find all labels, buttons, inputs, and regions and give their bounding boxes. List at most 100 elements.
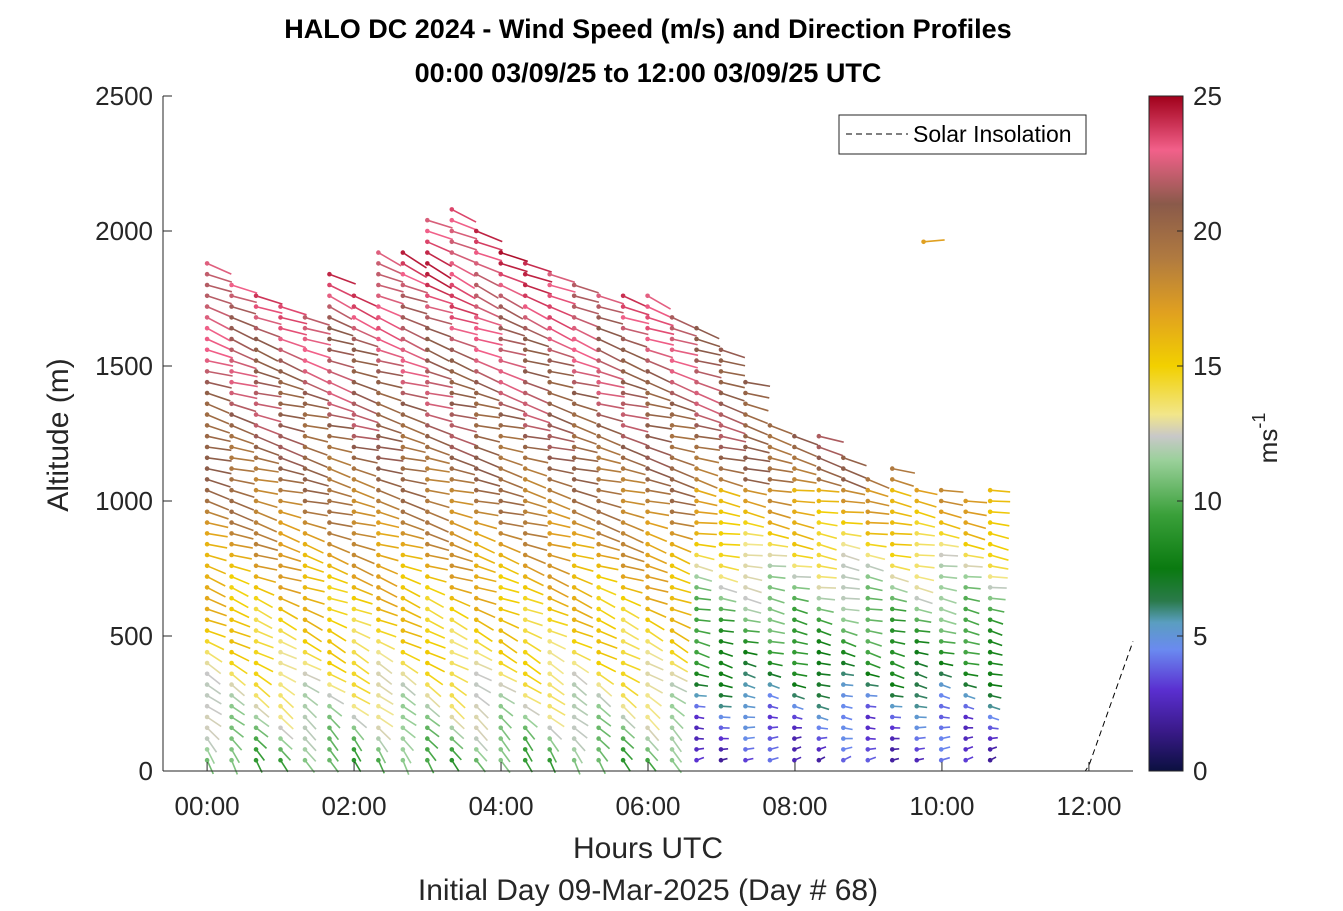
wind-barb-shaft — [402, 327, 427, 341]
wind-barb-shaft — [280, 511, 302, 519]
wind-barb-shaft — [378, 305, 404, 318]
wind-barb-shaft — [280, 608, 299, 620]
wind-barb-head — [302, 315, 308, 320]
wind-barb-head — [351, 347, 357, 353]
wind-barb — [694, 325, 720, 340]
wind-barb-head — [816, 595, 822, 601]
wind-barb-head — [376, 304, 381, 309]
wind-barb — [425, 595, 445, 608]
wind-barb — [253, 585, 275, 596]
wind-barb-shaft — [941, 554, 959, 557]
wind-barb — [816, 574, 837, 579]
wind-barb-head — [473, 747, 479, 752]
wind-barb-head — [253, 466, 259, 471]
wind-barb — [767, 756, 779, 763]
wind-barb — [645, 390, 671, 402]
wind-barb-shaft — [843, 640, 857, 648]
wind-barb-shaft — [941, 586, 957, 592]
wind-barb-head — [327, 541, 332, 547]
wind-barb-head — [889, 466, 895, 471]
wind-barb — [718, 433, 747, 443]
wind-barb — [963, 671, 979, 677]
wind-barb-head — [596, 412, 601, 417]
wind-barb — [253, 617, 273, 630]
wind-barb — [792, 639, 808, 646]
wind-barb — [767, 703, 779, 710]
wind-barb-head — [400, 401, 406, 407]
wind-barb-head — [498, 293, 504, 299]
wind-barb — [278, 628, 297, 641]
wind-barb-shaft — [696, 586, 712, 592]
wind-barb-shaft — [353, 295, 380, 309]
wind-barb-shaft — [622, 705, 636, 720]
wind-barb — [767, 520, 790, 530]
wind-barb-head — [645, 315, 650, 320]
wind-barb — [792, 671, 808, 677]
wind-barb — [473, 531, 496, 543]
wind-barb-shaft — [573, 597, 593, 609]
wind-barb-shaft — [647, 446, 672, 457]
wind-barb — [425, 520, 449, 533]
wind-barb-head — [669, 585, 675, 590]
wind-barb-head — [278, 552, 283, 558]
wind-barb-head — [620, 509, 626, 515]
wind-barb — [302, 660, 322, 671]
wind-barb-shaft — [940, 511, 962, 519]
wind-barb-head — [938, 693, 944, 698]
wind-barb-head — [522, 563, 528, 569]
wind-barb-head — [278, 736, 283, 741]
wind-barb-head — [963, 498, 968, 504]
wind-barb — [620, 725, 636, 739]
wind-barb-head — [816, 649, 822, 655]
wind-barb-shaft — [206, 349, 233, 359]
wind-barb-head — [376, 455, 381, 461]
wind-barb-shaft — [206, 705, 223, 716]
wind-barb-shaft — [451, 597, 471, 607]
wind-barb-head — [767, 520, 773, 525]
wind-barb-shaft — [745, 413, 769, 425]
wind-barb-shaft — [426, 597, 445, 608]
wind-barb-shaft — [329, 586, 348, 594]
wind-barb — [743, 747, 755, 752]
wind-barb-shaft — [549, 554, 571, 562]
wind-barb-head — [963, 509, 968, 515]
wind-barb-shaft — [843, 586, 860, 590]
wind-barb-head — [351, 693, 357, 698]
wind-barb-shaft — [500, 640, 518, 654]
wind-barb-head — [449, 293, 455, 299]
wind-barb-shaft — [500, 446, 524, 454]
wind-barb-shaft — [500, 565, 519, 575]
wind-barb-shaft — [329, 629, 347, 642]
wind-barb-head — [841, 552, 846, 558]
wind-barb — [376, 293, 404, 305]
wind-barb-shaft — [206, 500, 230, 511]
wind-barb — [351, 444, 379, 452]
wind-barb-head — [498, 423, 504, 428]
wind-barb-shaft — [255, 424, 281, 436]
wind-barb — [351, 531, 377, 539]
wind-barb-head — [938, 671, 944, 677]
wind-barb — [327, 585, 348, 594]
wind-barb — [767, 714, 778, 720]
wind-barb-shaft — [941, 640, 956, 644]
wind-barb — [718, 649, 734, 657]
wind-barb-head — [351, 315, 357, 320]
wind-barb-shaft — [353, 716, 368, 729]
wind-barb-shaft — [475, 359, 501, 372]
wind-barb-shaft — [353, 478, 376, 489]
wind-barb — [400, 671, 417, 686]
wind-barb-head — [963, 606, 968, 612]
wind-barb-head — [376, 293, 381, 299]
wind-barb-shaft — [990, 489, 1011, 493]
wind-barb — [547, 563, 570, 575]
wind-barb-head — [204, 293, 210, 299]
wind-barb — [596, 412, 624, 423]
wind-barb-shaft — [231, 629, 251, 638]
wind-barb-shaft — [427, 403, 454, 410]
wind-barb-head — [498, 671, 504, 677]
wind-barb — [547, 520, 571, 529]
wind-barb-head — [865, 714, 871, 720]
wind-barb-head — [400, 390, 406, 396]
wind-barb-head — [400, 541, 406, 547]
wind-barb-head — [473, 250, 479, 255]
